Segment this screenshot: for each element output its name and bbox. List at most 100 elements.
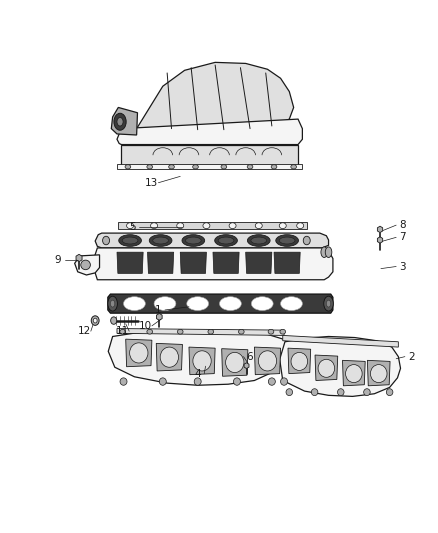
Text: 6: 6 [246, 352, 253, 361]
Polygon shape [117, 252, 143, 273]
Polygon shape [279, 336, 399, 397]
Ellipse shape [177, 223, 184, 229]
Polygon shape [121, 144, 297, 166]
Polygon shape [245, 252, 271, 273]
Ellipse shape [290, 165, 296, 169]
Ellipse shape [202, 223, 209, 229]
Ellipse shape [271, 165, 276, 169]
Ellipse shape [152, 237, 168, 244]
Ellipse shape [337, 389, 343, 395]
Polygon shape [93, 248, 332, 280]
Ellipse shape [280, 297, 302, 311]
Text: 1: 1 [155, 305, 161, 315]
Polygon shape [156, 313, 162, 320]
Polygon shape [314, 355, 337, 381]
Ellipse shape [268, 329, 273, 334]
Ellipse shape [159, 378, 166, 385]
Ellipse shape [251, 237, 266, 244]
Ellipse shape [275, 235, 298, 246]
Polygon shape [273, 252, 300, 273]
Ellipse shape [122, 237, 138, 244]
Ellipse shape [258, 351, 276, 371]
Ellipse shape [102, 236, 110, 245]
Ellipse shape [296, 223, 303, 229]
Polygon shape [377, 226, 382, 232]
Ellipse shape [91, 316, 99, 325]
Ellipse shape [233, 378, 240, 385]
Ellipse shape [370, 365, 386, 383]
Ellipse shape [129, 343, 148, 363]
Polygon shape [342, 360, 364, 386]
Ellipse shape [177, 329, 183, 334]
Ellipse shape [118, 235, 141, 246]
Polygon shape [244, 363, 248, 368]
Polygon shape [212, 252, 239, 273]
Ellipse shape [150, 223, 157, 229]
Text: 10: 10 [138, 321, 152, 331]
Polygon shape [156, 343, 182, 371]
Ellipse shape [280, 378, 287, 385]
Polygon shape [95, 233, 328, 248]
Text: 4: 4 [194, 369, 201, 378]
Ellipse shape [147, 165, 152, 169]
Ellipse shape [218, 237, 233, 244]
Ellipse shape [385, 389, 392, 395]
Polygon shape [188, 347, 215, 375]
Ellipse shape [168, 165, 174, 169]
Polygon shape [287, 348, 310, 374]
Text: 7: 7 [399, 232, 405, 243]
Ellipse shape [286, 389, 292, 395]
Ellipse shape [208, 329, 213, 334]
Polygon shape [136, 62, 293, 131]
Ellipse shape [219, 297, 241, 311]
Ellipse shape [108, 296, 117, 311]
Ellipse shape [268, 378, 275, 385]
Text: 2: 2 [407, 352, 414, 361]
Ellipse shape [149, 235, 172, 246]
Polygon shape [377, 237, 382, 243]
Ellipse shape [279, 237, 294, 244]
Ellipse shape [120, 329, 125, 334]
Ellipse shape [363, 389, 369, 395]
Ellipse shape [323, 296, 332, 311]
Ellipse shape [147, 329, 152, 334]
Polygon shape [108, 331, 289, 385]
Polygon shape [221, 349, 247, 376]
Polygon shape [367, 360, 389, 386]
Polygon shape [180, 252, 206, 273]
Ellipse shape [93, 318, 97, 323]
Ellipse shape [325, 300, 330, 307]
Ellipse shape [154, 297, 176, 311]
Ellipse shape [345, 365, 361, 383]
Ellipse shape [110, 317, 117, 324]
Ellipse shape [194, 378, 201, 385]
Ellipse shape [185, 237, 201, 244]
Ellipse shape [81, 260, 90, 270]
Ellipse shape [303, 236, 310, 245]
Polygon shape [147, 252, 173, 273]
Ellipse shape [125, 165, 131, 169]
Polygon shape [74, 255, 99, 275]
Ellipse shape [311, 389, 317, 395]
Ellipse shape [225, 352, 244, 373]
Text: 13: 13 [145, 177, 158, 188]
Text: 8: 8 [399, 220, 405, 230]
Ellipse shape [110, 300, 115, 307]
Ellipse shape [318, 359, 334, 377]
Ellipse shape [247, 165, 252, 169]
Text: 5: 5 [129, 222, 135, 232]
Ellipse shape [192, 351, 211, 371]
Polygon shape [111, 108, 137, 135]
Ellipse shape [114, 114, 126, 130]
Polygon shape [118, 222, 306, 229]
Polygon shape [117, 164, 302, 169]
Ellipse shape [290, 352, 307, 370]
Ellipse shape [214, 235, 237, 246]
Text: 12: 12 [78, 326, 91, 336]
Ellipse shape [126, 223, 133, 229]
Ellipse shape [254, 223, 261, 229]
Polygon shape [125, 339, 152, 367]
Polygon shape [117, 328, 283, 335]
Ellipse shape [160, 347, 178, 367]
Ellipse shape [192, 165, 198, 169]
